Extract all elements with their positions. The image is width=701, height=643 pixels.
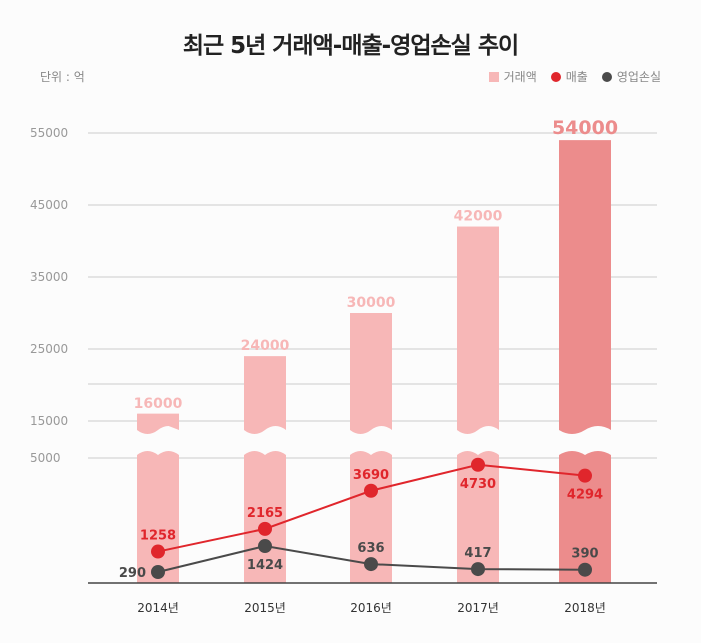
x-tick-label: 2014년	[137, 601, 179, 615]
legend-label: 영업손실	[616, 70, 661, 84]
legend-swatch	[550, 71, 561, 82]
bar-upper	[350, 313, 392, 434]
operating-loss-value-label: 417	[464, 546, 491, 561]
unit-label: 단위 : 억	[40, 70, 85, 84]
operating-loss-point	[151, 565, 165, 579]
sales-value-label: 1258	[140, 529, 176, 544]
legend-item-transaction: 거래액	[488, 68, 537, 85]
bar-value-label: 24000	[241, 338, 290, 354]
operating-loss-value-label: 1424	[247, 558, 283, 573]
operating-loss-point	[578, 562, 592, 577]
sales-value-label: 2165	[247, 506, 283, 521]
y-tick-label: 55000	[30, 126, 68, 140]
bar-value-label: 30000	[347, 295, 396, 311]
sales-point	[578, 468, 592, 483]
bar-lower	[457, 451, 499, 583]
legend-item-sales: 매출	[550, 68, 588, 85]
y-tick-label: 45000	[30, 198, 68, 212]
operating-loss-value-label: 636	[357, 541, 384, 556]
legend-swatch	[488, 71, 499, 82]
bar-value-label: 54000	[552, 117, 618, 139]
bar-upper	[457, 226, 499, 434]
x-tick-label: 2018년	[564, 601, 606, 615]
bar-lower	[244, 451, 286, 583]
x-tick-label: 2015년	[244, 601, 286, 615]
y-tick-label: 5000	[30, 451, 61, 465]
bar-upper	[559, 140, 611, 434]
legend-label: 매출	[565, 70, 588, 84]
bar-value-label: 16000	[134, 396, 183, 412]
chart-title: 최근 5년 거래액-매출-영업손실 추이	[182, 33, 519, 59]
legend-item-operating-loss: 영업손실	[601, 68, 661, 85]
bar-upper	[137, 413, 179, 434]
sales-point	[471, 457, 485, 472]
legend: 거래액 매출 영업손실	[488, 68, 661, 85]
bar-upper	[244, 356, 286, 434]
y-tick-label: 25000	[30, 342, 68, 356]
bar-lower	[137, 451, 179, 583]
x-tick-label: 2016년	[350, 601, 392, 615]
y-tick-label: 35000	[30, 270, 68, 284]
operating-loss-value-label: 290	[119, 566, 146, 581]
y-tick-label: 15000	[30, 414, 68, 428]
sales-value-label: 4294	[567, 488, 603, 503]
sales-point	[258, 521, 272, 536]
x-tick-label: 2017년	[457, 601, 499, 615]
operating-loss-point	[258, 539, 272, 554]
operating-loss-point	[471, 562, 485, 577]
operating-loss-point	[364, 557, 378, 572]
sales-point	[364, 483, 378, 498]
bar-lower	[350, 451, 392, 583]
legend-swatch	[601, 71, 612, 82]
sales-point	[151, 544, 165, 559]
legend-label: 거래액	[503, 70, 537, 84]
operating-loss-value-label: 390	[571, 547, 598, 562]
sales-value-label: 3690	[353, 468, 389, 483]
sales-value-label: 4730	[460, 477, 496, 492]
bar-value-label: 42000	[454, 209, 503, 225]
bar-lower	[559, 451, 611, 583]
